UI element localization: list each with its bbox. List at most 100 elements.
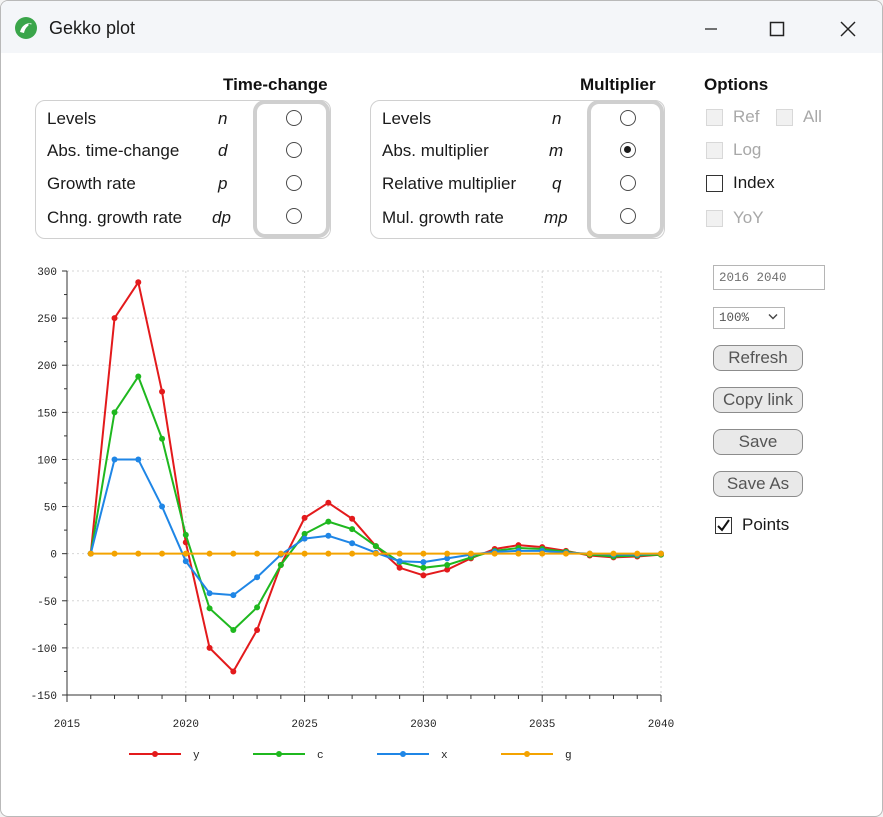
multiplier-label-levels: Levels <box>382 109 432 128</box>
x-tick-label: 2040 <box>648 719 674 731</box>
minimize-button[interactable] <box>689 9 733 49</box>
title-bar[interactable]: Gekko plot <box>1 1 882 53</box>
data-point-g <box>467 550 474 557</box>
zoom-select[interactable]: 100% <box>713 307 785 329</box>
index-checkbox[interactable] <box>706 174 723 192</box>
points-checkbox[interactable] <box>715 516 732 534</box>
window-title: Gekko plot <box>49 18 136 38</box>
data-point-g <box>539 550 546 557</box>
timechange-radio-levels[interactable] <box>286 110 302 126</box>
timechange-code-abs: d <box>218 141 228 160</box>
data-point-x <box>420 559 427 566</box>
legend-marker-y <box>152 751 158 757</box>
ref-checkbox[interactable] <box>706 108 723 126</box>
maximize-button[interactable] <box>755 9 799 49</box>
data-point-g <box>87 550 94 557</box>
data-point-c <box>349 526 356 533</box>
data-point-c <box>135 373 142 380</box>
multiplier-heading: Multiplier <box>580 75 656 94</box>
legend-label-c: c <box>317 750 324 762</box>
timechange-radio-chng[interactable] <box>286 208 302 224</box>
data-point-g <box>182 550 189 557</box>
timechange-label-chng: Chng. growth rate <box>47 208 183 227</box>
option-all[interactable]: All <box>776 107 822 127</box>
chevron-down-icon <box>768 314 778 320</box>
timechange-radio-abs[interactable] <box>286 142 302 158</box>
y-tick-label: 100 <box>37 455 57 467</box>
data-point-g <box>658 550 664 557</box>
multiplier-label-relative: Relative multiplier <box>382 174 517 193</box>
timechange-radio-growth[interactable] <box>286 175 302 191</box>
legend-label-x: x <box>441 750 448 762</box>
x-tick-label: 2035 <box>529 719 555 731</box>
log-checkbox[interactable] <box>706 141 723 159</box>
series-line-c <box>89 374 662 632</box>
multiplier-code-abs: m <box>549 141 564 160</box>
x-tick-label: 2015 <box>54 719 80 731</box>
data-point-x <box>206 590 213 597</box>
option-index[interactable]: Index <box>706 173 775 193</box>
refresh-button[interactable]: Refresh <box>713 345 803 371</box>
data-point-y <box>349 515 356 522</box>
option-yoy[interactable]: YoY <box>706 208 764 228</box>
multiplier-code-mulgrowth: mp <box>544 208 568 227</box>
x-tick-label: 2030 <box>410 719 436 731</box>
multiplier-label-abs: Abs. multiplier <box>382 141 489 160</box>
data-point-y <box>396 564 403 571</box>
data-point-g <box>396 550 403 557</box>
copy-link-button[interactable]: Copy link <box>713 387 803 413</box>
data-point-c <box>444 561 451 568</box>
log-label: Log <box>733 140 762 159</box>
multiplier-code-relative: q <box>552 174 562 193</box>
data-point-g <box>586 550 593 557</box>
save-as-button[interactable]: Save As <box>713 471 803 497</box>
multiplier-label-mulgrowth: Mul. growth rate <box>382 208 504 227</box>
data-point-g <box>610 550 617 557</box>
legend-label-y: y <box>193 750 200 762</box>
data-point-c <box>111 409 118 416</box>
data-point-c <box>325 518 332 525</box>
y-tick-label: -150 <box>31 691 57 703</box>
all-checkbox[interactable] <box>776 108 793 126</box>
y-tick-label: -50 <box>37 597 57 609</box>
data-point-y <box>444 566 451 573</box>
data-point-g <box>206 550 213 557</box>
data-point-g <box>634 550 641 557</box>
timechange-heading: Time-change <box>223 75 328 94</box>
timechange-label-abs: Abs. time-change <box>47 141 180 160</box>
x-tick-label: 2025 <box>291 719 317 731</box>
data-point-g <box>562 550 569 557</box>
data-point-g <box>135 550 142 557</box>
multiplier-radio-relative[interactable] <box>620 175 636 191</box>
option-ref[interactable]: Ref <box>706 107 759 127</box>
data-point-g <box>111 550 118 557</box>
data-point-x <box>159 503 166 510</box>
index-label: Index <box>733 173 775 192</box>
zoom-value: 100% <box>719 311 750 325</box>
y-tick-label: 250 <box>37 314 57 326</box>
data-point-c <box>420 564 427 571</box>
yoy-checkbox[interactable] <box>706 209 723 227</box>
x-tick-label: 2020 <box>173 719 199 731</box>
data-point-y <box>254 626 261 633</box>
multiplier-radio-abs[interactable] <box>620 142 636 158</box>
options-heading: Options <box>704 75 769 94</box>
data-point-y <box>206 644 213 651</box>
timechange-code-chng: dp <box>212 208 231 227</box>
multiplier-radio-levels[interactable] <box>620 110 636 126</box>
y-tick-label: 300 <box>37 267 57 279</box>
option-log[interactable]: Log <box>706 140 761 160</box>
data-point-x <box>444 555 451 562</box>
data-point-c <box>277 561 284 568</box>
option-points[interactable]: Points <box>715 515 789 535</box>
y-tick-label: 50 <box>44 503 57 515</box>
chart-axes: 300 250 200 150 100 50 0 -50 -100 -150 2015 2020 202… <box>31 267 675 731</box>
period-input[interactable] <box>713 265 825 290</box>
close-button[interactable] <box>826 9 870 49</box>
legend-label-g: g <box>565 750 572 762</box>
data-point-g <box>254 550 261 557</box>
data-point-y <box>159 388 166 395</box>
save-button[interactable]: Save <box>713 429 803 455</box>
multiplier-radio-mulgrowth[interactable] <box>620 208 636 224</box>
